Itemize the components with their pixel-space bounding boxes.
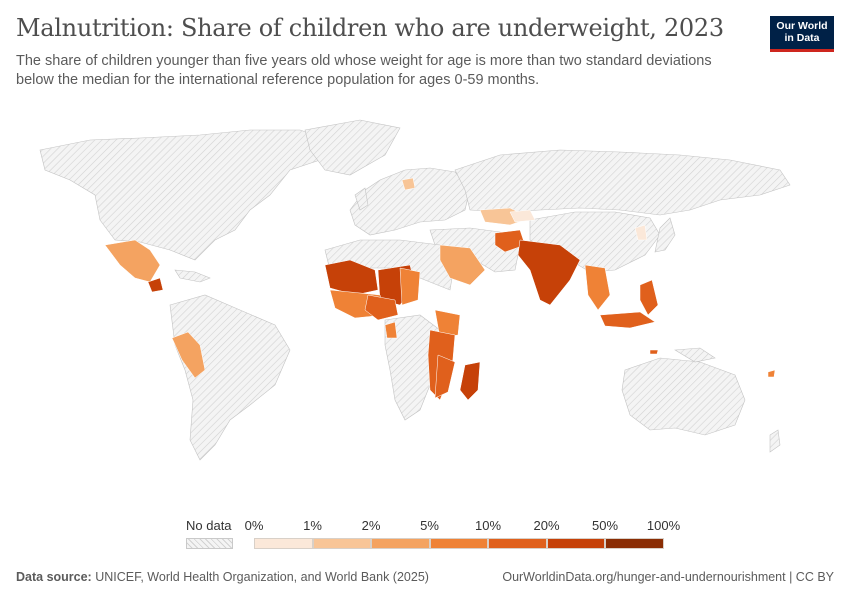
legend-tick-label: 5% bbox=[420, 518, 439, 533]
country-timor[interactable] bbox=[649, 349, 659, 355]
legend-bin[interactable] bbox=[371, 538, 430, 549]
country-sudan[interactable] bbox=[399, 267, 421, 306]
legend-tick-label: 1% bbox=[303, 518, 322, 533]
region-uk[interactable] bbox=[354, 187, 369, 211]
chart-subtitle: The share of children younger than five … bbox=[16, 53, 712, 88]
region-caribbean[interactable] bbox=[174, 269, 211, 283]
country-ethiopia-somalia[interactable] bbox=[434, 309, 461, 339]
country-indonesia[interactable] bbox=[599, 311, 656, 329]
legend-no-data-label: No data bbox=[186, 518, 232, 533]
country-saudi-arabia[interactable] bbox=[439, 244, 486, 286]
source-url[interactable]: OurWorldinData.org/hunger-and-undernouri… bbox=[502, 570, 834, 584]
legend-bin[interactable] bbox=[312, 538, 371, 549]
country-philippines[interactable] bbox=[639, 279, 659, 316]
logo-line-2: in Data bbox=[784, 32, 820, 44]
country-madagascar[interactable] bbox=[459, 361, 481, 401]
country-mauritania-mali[interactable] bbox=[324, 259, 379, 296]
source-text[interactable]: UNICEF, World Health Organization, and W… bbox=[95, 570, 429, 584]
legend-bin[interactable] bbox=[546, 538, 605, 549]
country-guatemala[interactable] bbox=[147, 277, 164, 293]
country-afghanistan[interactable] bbox=[494, 229, 526, 253]
legend-no-data-swatch[interactable] bbox=[186, 538, 233, 549]
country-mozambique[interactable] bbox=[434, 354, 456, 399]
region-png[interactable] bbox=[674, 347, 716, 363]
chart-title: Malnutrition: Share of children who are … bbox=[16, 14, 724, 42]
logo-line-1: Our World bbox=[776, 20, 828, 32]
country-gabon-congo[interactable] bbox=[384, 321, 398, 339]
region-north-america[interactable] bbox=[39, 129, 331, 261]
legend-bin[interactable] bbox=[488, 538, 547, 549]
region-russia[interactable] bbox=[454, 149, 791, 216]
country-mexico[interactable] bbox=[104, 239, 161, 283]
country-myanmar-thailand[interactable] bbox=[584, 264, 611, 311]
country-korea-japan-small[interactable] bbox=[634, 224, 648, 241]
region-south-america[interactable] bbox=[169, 294, 291, 461]
legend-tick-label: 100% bbox=[646, 518, 681, 533]
region-japan[interactable] bbox=[654, 217, 676, 253]
legend-tick-label: 2% bbox=[361, 518, 381, 533]
country-nigeria[interactable] bbox=[364, 294, 399, 321]
region-greenland[interactable] bbox=[304, 119, 401, 176]
legend-tick-label: 0% bbox=[244, 518, 264, 533]
region-southern-africa[interactable] bbox=[384, 314, 441, 421]
data-regions bbox=[104, 177, 776, 401]
country-peru[interactable] bbox=[171, 331, 206, 379]
region-new-zealand[interactable] bbox=[769, 429, 781, 453]
data-source: Data source: UNICEF, World Health Organi… bbox=[16, 570, 429, 584]
country-india[interactable] bbox=[517, 239, 581, 306]
source-label: Data source: bbox=[16, 570, 92, 584]
legend-tick-label: 50% bbox=[591, 518, 619, 533]
world-map[interactable] bbox=[0, 100, 850, 505]
no-data-regions bbox=[39, 119, 791, 461]
legend-bin[interactable] bbox=[254, 538, 313, 549]
color-legend: No data 0% 1% 2% 5% 10% 20% 50% 100% bbox=[0, 512, 850, 552]
country-mongolia-region[interactable] bbox=[509, 209, 536, 223]
region-europe[interactable] bbox=[349, 167, 471, 236]
legend-tick-label: 20% bbox=[533, 518, 560, 533]
legend-tick-label: 10% bbox=[474, 518, 502, 533]
country-ukraine-region[interactable] bbox=[401, 177, 416, 191]
country-pacific-island[interactable] bbox=[767, 369, 776, 378]
region-australia[interactable] bbox=[621, 357, 746, 436]
legend-bin[interactable] bbox=[429, 538, 488, 549]
owid-logo[interactable]: Our World in Data bbox=[770, 16, 834, 52]
legend-bin[interactable] bbox=[605, 538, 664, 549]
